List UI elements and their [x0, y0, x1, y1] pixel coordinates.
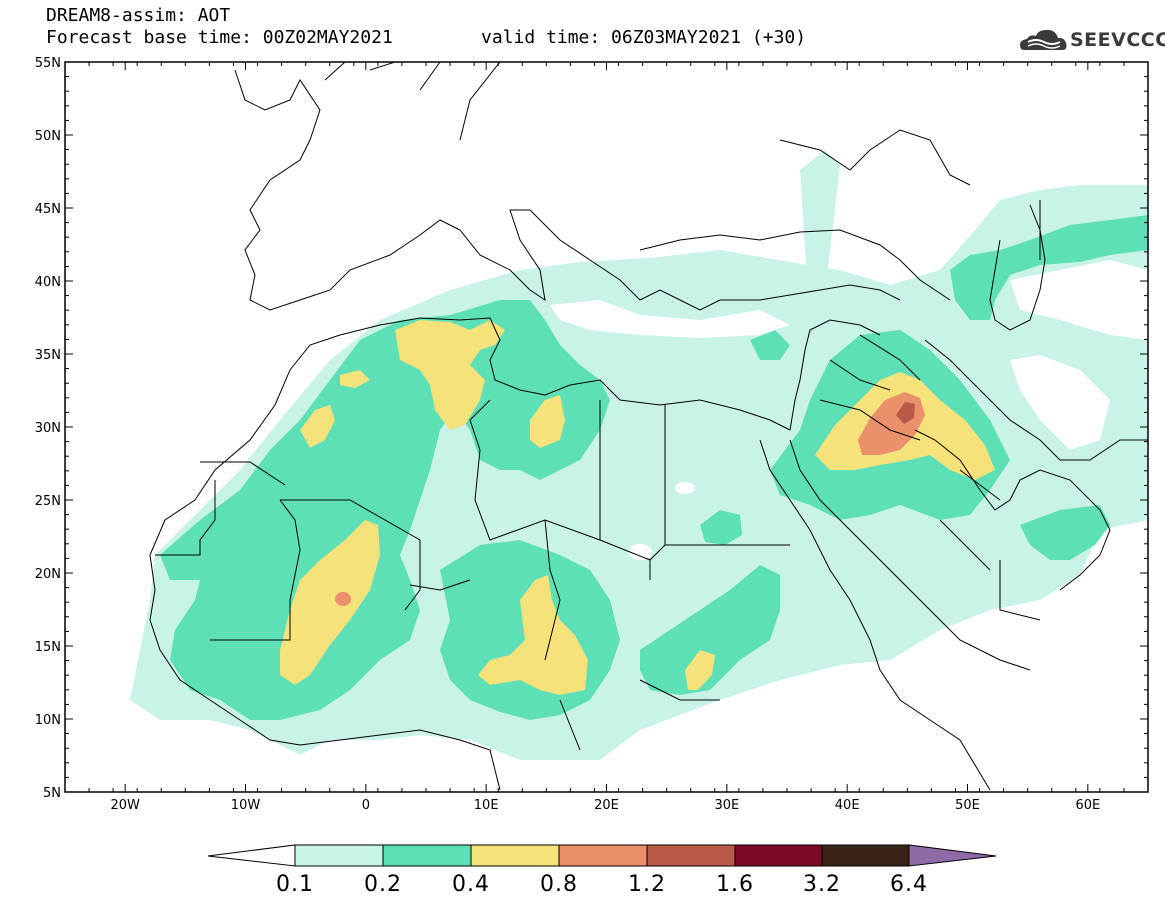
axis-ticks: 55N 50N 45N 40N 35N 30N 25N 20N 15N 10N 5N 20W 10W 0 1… [35, 56, 1149, 813]
aot-level-0.2-west [160, 300, 610, 720]
aot-level-0.4-morocco [300, 405, 335, 448]
forecast-base-time: Forecast base time: 00Z02MAY2021 [46, 27, 393, 48]
colorbar-segment [821, 844, 910, 867]
aot-level-0.4-mali [280, 520, 380, 685]
valid-time: valid time: 06Z03MAY2021 (+30) [481, 27, 807, 48]
colorbar-segment [734, 844, 823, 867]
tick-label: 25N [35, 494, 61, 509]
colorbar-label: 0.8 [540, 872, 578, 897]
aot-shading [130, 150, 1148, 760]
tick-label: 45N [35, 202, 61, 217]
colorbar-high-arrow [908, 844, 997, 867]
colorbar-segment [646, 844, 736, 867]
map-title: DREAM8-assim: AOT [46, 5, 231, 26]
colorbar-segment [294, 844, 384, 867]
tick-label: 50E [955, 798, 980, 813]
tick-label: 5N [43, 786, 61, 801]
tick-label: 20W [110, 798, 140, 813]
aot-level-0.4-algeria [340, 370, 370, 388]
colorbar-segment [382, 844, 472, 867]
colorbar-label: 0.2 [364, 872, 402, 897]
logo-text: SEEVCCC [1070, 29, 1165, 51]
aot-level-1.2-iraq [896, 402, 915, 424]
tick-label: 40E [835, 798, 860, 813]
tick-label: 10E [474, 798, 499, 813]
aot-level-0.4-libya [530, 395, 565, 448]
seevccc-logo: SEEVCCC [1018, 26, 1165, 54]
tick-label: 35N [35, 348, 61, 363]
tick-label: 15N [35, 640, 61, 655]
tick-label: 40N [35, 275, 61, 290]
tick-label: 20E [594, 798, 619, 813]
aot-level-0.1-plume [800, 150, 840, 300]
colorbar [207, 844, 997, 867]
tick-label: 30N [35, 421, 61, 436]
aot-level-0.2-arabia-south [1020, 505, 1110, 560]
tick-label: 20N [35, 567, 61, 582]
aot-level-0.4-tunisia [395, 320, 505, 430]
tick-label: 60E [1075, 798, 1100, 813]
aot-level-0.4-chad [478, 575, 588, 695]
aot-level-0.2-sudan [640, 565, 780, 695]
tick-label: 0 [362, 798, 370, 813]
tick-label: 50N [35, 129, 61, 144]
aot-level-0.8-mali [335, 592, 351, 606]
tick-label: 10N [35, 713, 61, 728]
tick-label: 55N [35, 56, 61, 71]
tick-label: 30E [714, 798, 739, 813]
colorbar-label: 1.6 [716, 872, 754, 897]
tick-label: 10W [231, 798, 261, 813]
coastlines-borders [149, 62, 1148, 791]
colorbar-label: 6.4 [890, 872, 928, 897]
colorbar-segment [470, 844, 560, 867]
aot-level-0.2-egypt [700, 510, 742, 545]
aot-level-0.2-med [750, 330, 790, 360]
colorbar-segment [558, 844, 648, 867]
colorbar-label: 3.2 [803, 872, 841, 897]
colorbar-low-arrow [207, 844, 296, 867]
cloud-icon [1020, 29, 1067, 50]
aot-level-0.4-sudan [685, 650, 715, 690]
colorbar-label: 1.2 [628, 872, 666, 897]
colorbar-label: 0.1 [276, 872, 314, 897]
aot-level-0.2-caspian [950, 215, 1148, 320]
colorbar-label: 0.4 [452, 872, 490, 897]
